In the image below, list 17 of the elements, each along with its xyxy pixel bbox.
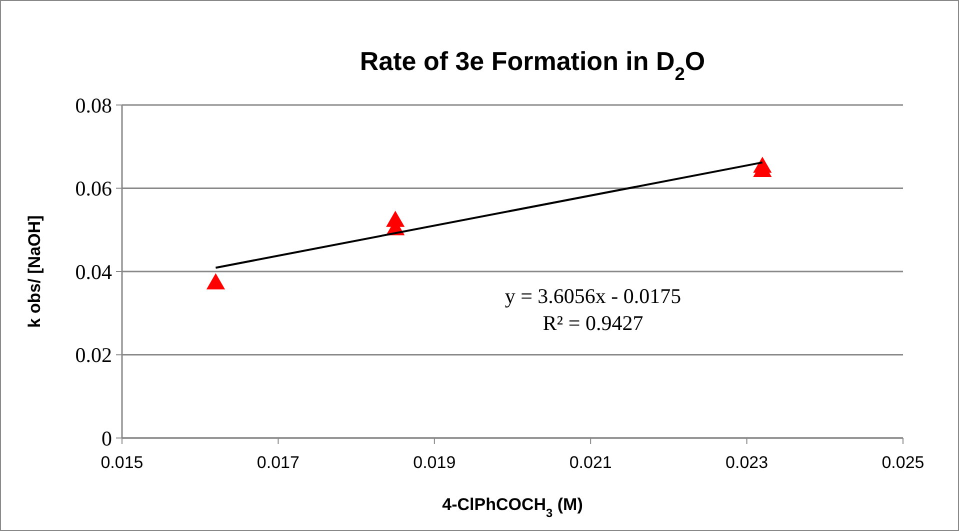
x-tick-label: 0.015: [100, 453, 144, 472]
x-tick-label: 0.023: [726, 453, 768, 472]
y-axis-title: k obs/ [NaOH]: [25, 215, 44, 328]
x-tick-label: 0.019: [413, 453, 456, 472]
y-tick-label: 0.08: [75, 93, 112, 118]
y-tick-label: 0.06: [75, 176, 112, 201]
y-tick-label: 0.02: [75, 343, 112, 368]
chart-title: Rate of 3e Formation in D$_{2}$O: [360, 46, 706, 84]
x-tick-label: 0.025: [882, 453, 924, 472]
annotation: y = 3.6056x - 0.0175: [504, 284, 682, 308]
x-tick-label: 0.017: [256, 453, 300, 472]
point: [206, 273, 226, 290]
y-tick-label: 0: [102, 426, 112, 450]
annotation: R² = 0.9427: [542, 311, 644, 335]
x-tick-label: 0.021: [569, 453, 612, 472]
y-tick-label: 0.04: [75, 260, 112, 284]
x-axis-title: 4-ClPhCOCH$_{3}$ (M): [442, 495, 583, 520]
